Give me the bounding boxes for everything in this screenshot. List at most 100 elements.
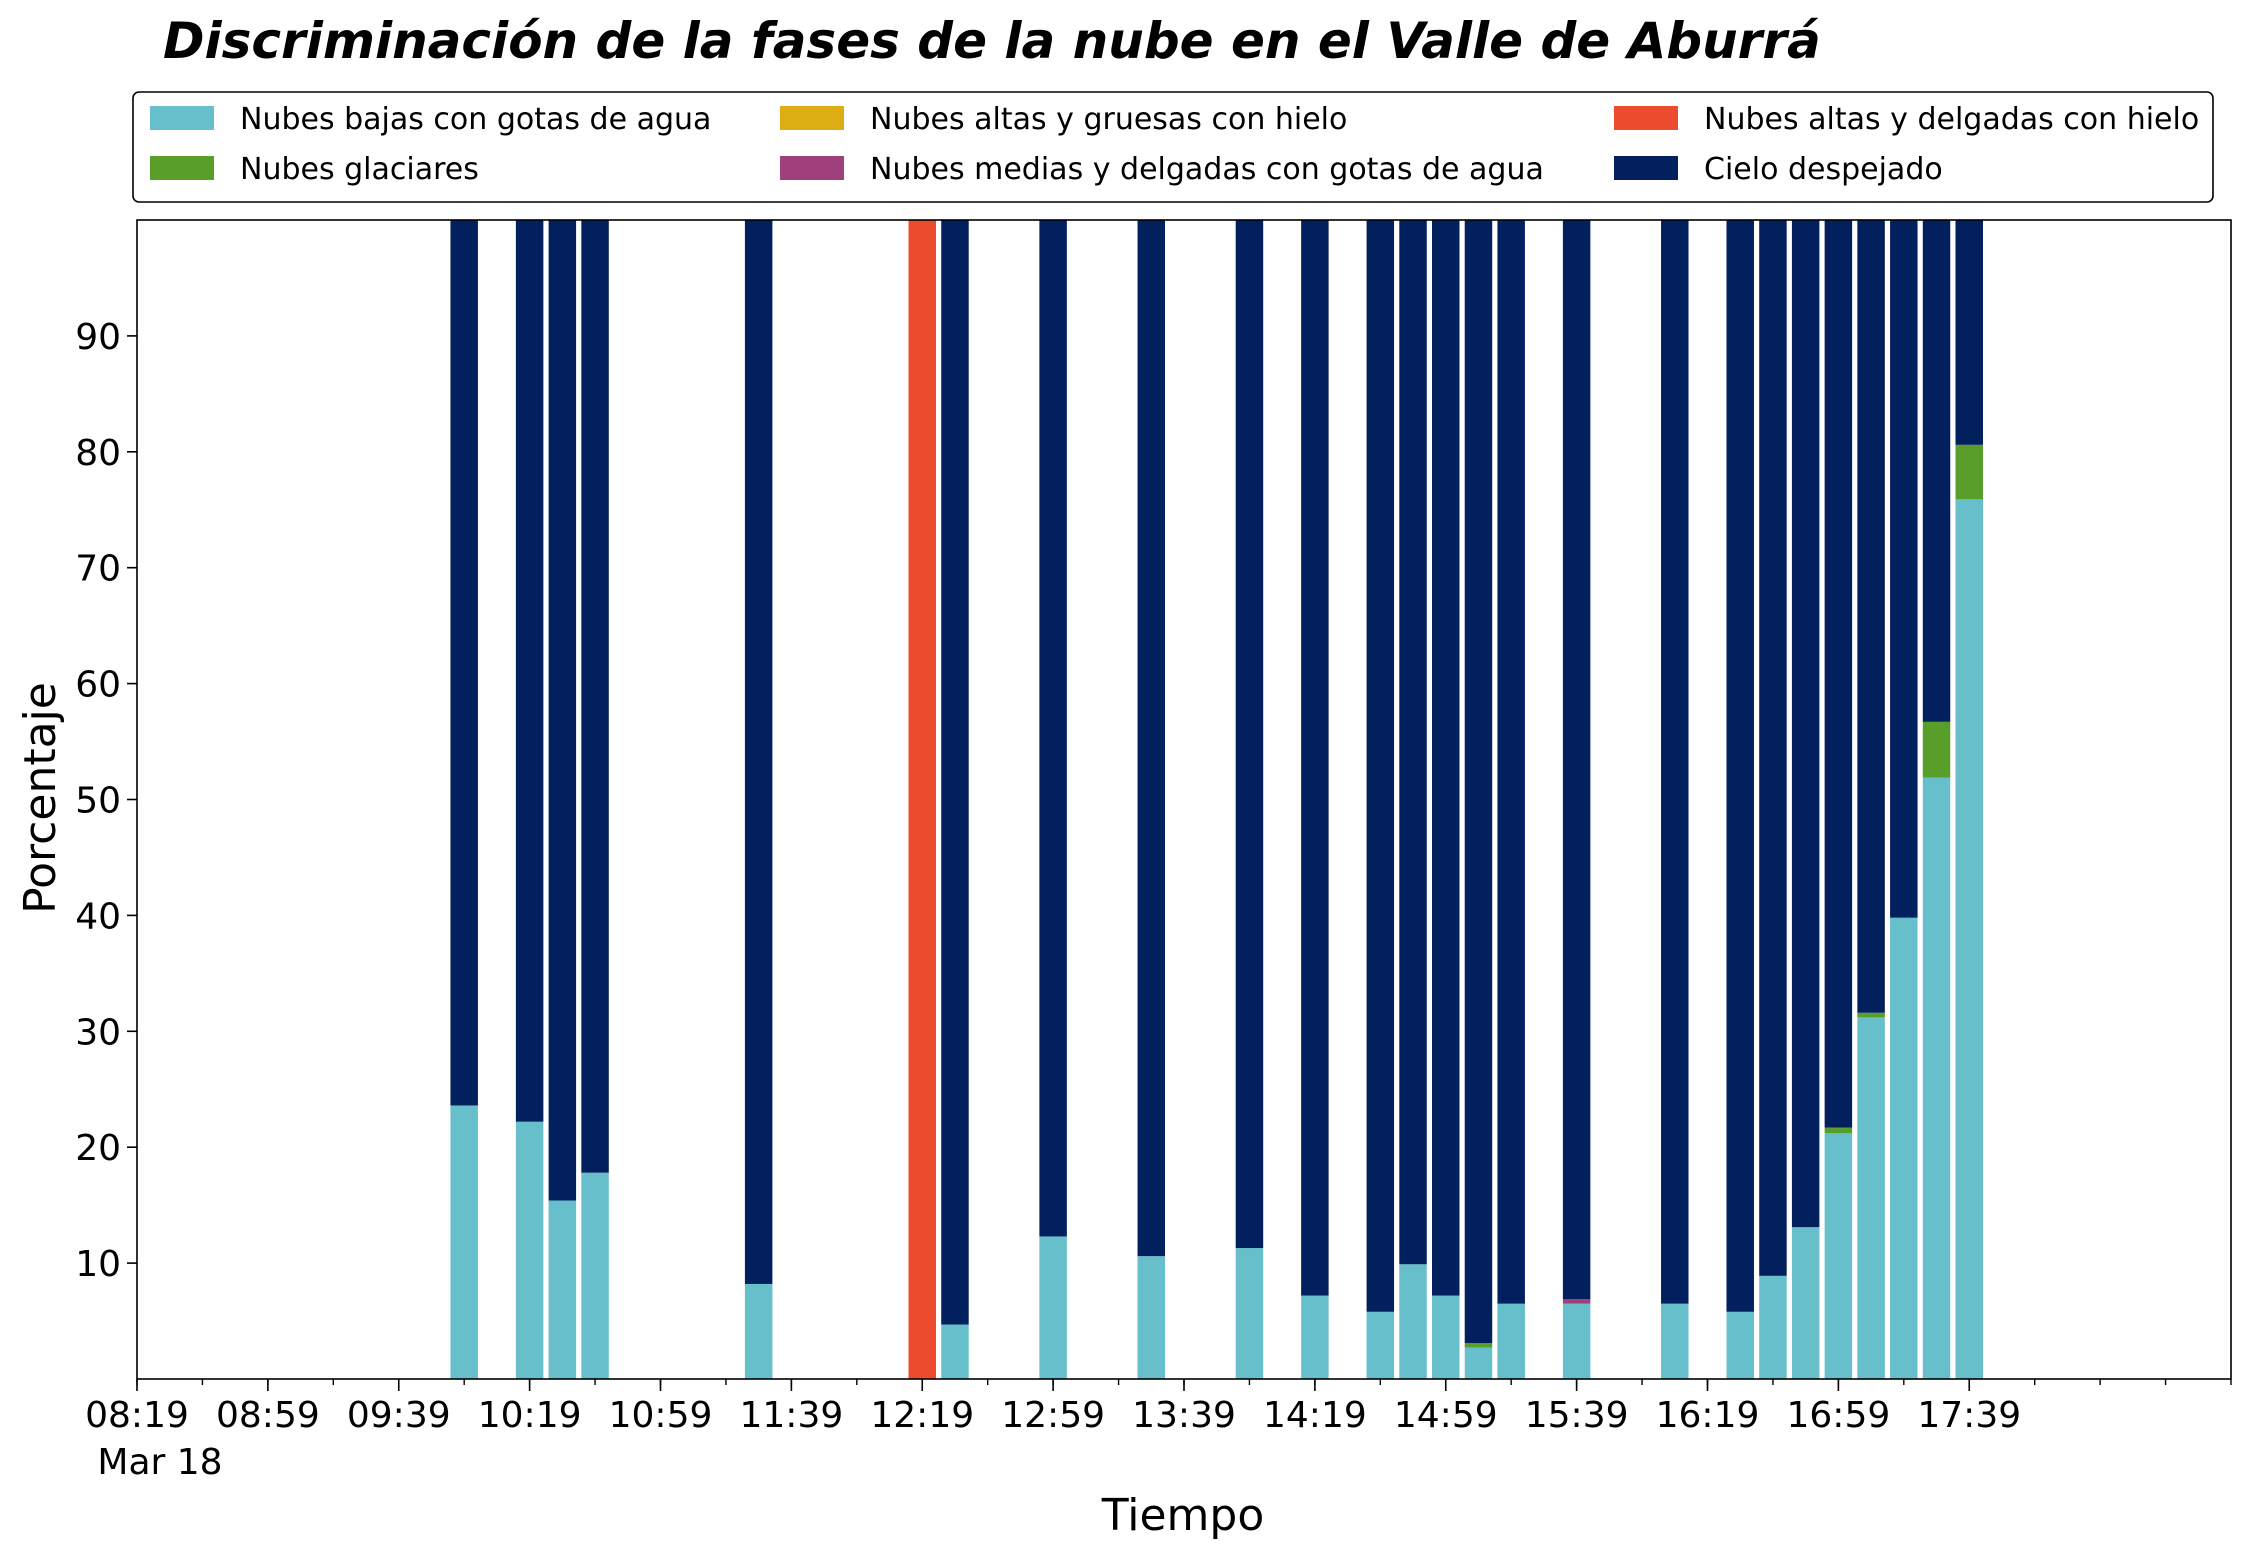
legend-label: Nubes bajas con gotas de agua [240,102,711,137]
y-tick-label: 60 [75,665,121,706]
bar-segment-5-1 [515,220,544,1122]
bar-segment-1-21 [1824,1127,1853,1134]
legend-swatch-5 [1614,156,1678,180]
x-tick-label: 13:39 [1132,1395,1236,1436]
x-tick-label: 16:19 [1656,1395,1760,1436]
bar-segment-0-13 [1432,1295,1460,1379]
bar-segment-4-5 [908,220,936,1379]
bar-segment-1-14 [1464,1343,1493,1348]
bar-segment-5-8 [1137,220,1166,1257]
bar-segment-0-21 [1824,1133,1853,1379]
y-tick-label: 30 [75,1012,121,1053]
bar-segment-0-2 [548,1200,577,1379]
y-tick-label: 80 [75,433,121,474]
x-axis-label: Tiempo [1101,1490,1265,1541]
bar-segment-5-15 [1497,220,1525,1304]
bar-segment-5-6 [941,220,969,1325]
bar-segment-3-16 [1562,1299,1591,1304]
bar-segment-5-21 [1824,220,1853,1128]
bar-segment-0-7 [1039,1236,1067,1379]
bar-segment-0-22 [1857,1017,1885,1379]
bar-segment-5-12 [1399,220,1427,1265]
x-tick-label: 14:59 [1394,1395,1498,1436]
bar-segment-0-4 [744,1283,773,1379]
bar-segment-5-23 [1890,220,1918,918]
bar-segment-5-0 [450,220,478,1106]
x-tick-label: 11:39 [740,1395,844,1436]
bar-segment-0-25 [1955,499,1983,1380]
bar-segment-5-22 [1857,220,1885,1013]
legend-swatch-4 [1614,106,1678,130]
bar-segment-5-14 [1464,220,1493,1344]
bar-segment-1-22 [1857,1012,1885,1018]
legend-label: Nubes medias y delgadas con gotas de agu… [870,152,1544,187]
x-tick-label: 12:59 [1001,1395,1105,1436]
y-tick-label: 50 [75,781,121,822]
bar-segment-5-2 [548,220,577,1201]
axes-layer: 10 20 30 40 50 60 70 80 90 08:19 08:59 09:39 10:19 10… [75,219,2232,1436]
x-tick-label: 14:19 [1263,1395,1367,1436]
bar-segment-0-1 [515,1121,544,1379]
bar-segment-5-9 [1235,220,1264,1249]
bars-layer [450,220,1983,1380]
bar-segment-0-6 [941,1324,969,1379]
legend-swatch-0 [150,106,214,130]
y-tick-label: 40 [75,896,121,937]
bar-segment-1-24 [1922,721,1951,778]
x-tick-label: 08:19 [85,1395,189,1436]
chart-title: Discriminación de la fases de la nube en… [163,12,1821,70]
bar-segment-0-12 [1399,1264,1427,1379]
x-tick-label: 10:19 [478,1395,582,1436]
bar-segment-0-0 [450,1105,478,1379]
y-tick-label: 90 [75,317,121,358]
bar-segment-5-11 [1366,220,1395,1312]
bar-segment-0-11 [1366,1311,1395,1379]
legend-label: Nubes glaciares [240,152,479,187]
bar-segment-5-24 [1922,220,1951,722]
legend-swatch-3 [780,156,844,180]
legend-swatch-2 [780,106,844,130]
bar-segment-5-7 [1039,220,1067,1237]
bar-segment-0-23 [1890,917,1918,1379]
x-tick-label: 10:59 [609,1395,713,1436]
x-tick-label: 15:39 [1525,1395,1629,1436]
y-axis-label: Porcentaje [15,682,66,914]
bar-segment-0-3 [581,1172,609,1379]
y-tick-label: 20 [75,1128,121,1169]
legend-swatch-1 [150,156,214,180]
legend: Nubes bajas con gotas de agua Nubes glaci… [132,91,2214,203]
bar-segment-5-20 [1791,220,1820,1228]
x-axis-date-label: Mar 18 [97,1442,222,1483]
bar-segment-5-4 [744,220,773,1284]
bar-segment-5-18 [1726,220,1754,1312]
x-tick-label: 17:39 [1917,1395,2021,1436]
bar-segment-0-16 [1562,1303,1591,1379]
y-tick-label: 10 [75,1244,121,1285]
bar-segment-5-19 [1759,220,1787,1276]
x-tick-label: 08:59 [216,1395,320,1436]
bar-segment-0-18 [1726,1311,1754,1379]
bar-segment-0-10 [1301,1295,1329,1379]
bar-segment-0-17 [1661,1303,1689,1379]
x-tick-label: 09:39 [347,1395,451,1436]
bar-segment-0-24 [1922,777,1951,1379]
bar-segment-0-20 [1791,1227,1820,1379]
bar-segment-5-25 [1955,220,1983,445]
legend-label: Nubes altas y delgadas con hielo [1704,102,2199,137]
legend-label: Nubes altas y gruesas con hielo [870,102,1347,137]
bar-segment-1-25 [1955,444,1983,500]
bar-segment-0-15 [1497,1303,1525,1379]
bar-segment-0-14 [1464,1347,1493,1379]
bar-segment-0-8 [1137,1256,1166,1379]
bar-segment-5-16 [1562,220,1591,1300]
y-tick-label: 70 [75,549,121,590]
bar-segment-0-9 [1235,1248,1264,1379]
bar-segment-5-13 [1432,220,1460,1296]
x-tick-label: 16:59 [1787,1395,1891,1436]
x-tick-label: 12:19 [870,1395,974,1436]
legend-label: Cielo despejado [1704,152,1943,187]
bar-segment-5-3 [581,220,609,1173]
bar-segment-5-10 [1301,220,1329,1296]
bar-segment-5-17 [1661,220,1689,1304]
